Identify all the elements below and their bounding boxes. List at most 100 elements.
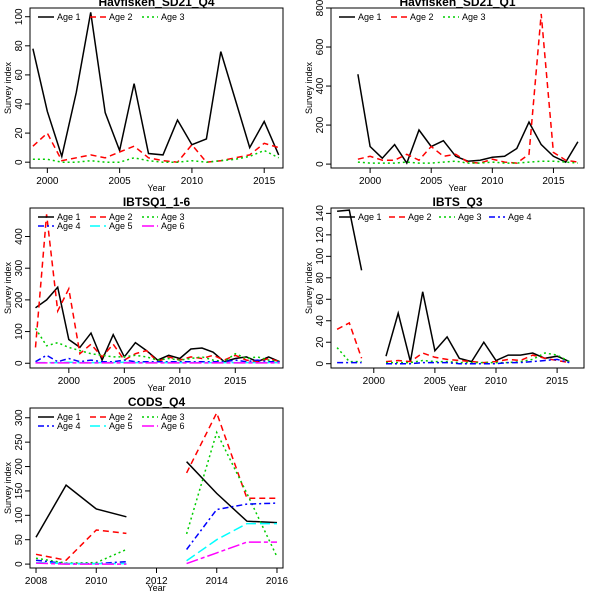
y-tick-label: 200 bbox=[14, 458, 25, 475]
x-tick-label: 2010 bbox=[85, 576, 108, 587]
y-tick-label: 20 bbox=[315, 336, 326, 348]
y-tick-label: 300 bbox=[14, 409, 25, 426]
chart-title: IBTSQ1_1-6 bbox=[123, 195, 191, 209]
panel-ibtsq1-1-6: IBTSQ1_1-6 2000 2005 2010 2015 0 100 200 300 400 Y… bbox=[3, 195, 284, 393]
panel-havfisken-sd21-q1: Havfisken_SD21_Q1 2000 2005 2010 2015 0 200 400… bbox=[304, 0, 585, 193]
y-tick-label: 50 bbox=[14, 534, 25, 546]
legend-label: Age 3 bbox=[161, 412, 185, 422]
legend-label: Age 1 bbox=[57, 412, 81, 422]
x-axis-label: Year bbox=[147, 183, 165, 193]
x-tick-label: 2015 bbox=[542, 176, 565, 187]
series-line-age-3 bbox=[357, 160, 578, 164]
series-line-age-1 bbox=[35, 483, 127, 538]
x-tick-label: 2005 bbox=[420, 176, 443, 187]
legend-label: Age 2 bbox=[109, 412, 133, 422]
series-line-age-4 bbox=[386, 358, 570, 365]
x-tick-label: 2000 bbox=[363, 376, 386, 387]
y-tick-label: 80 bbox=[14, 40, 25, 52]
series-line-age-3 bbox=[32, 149, 280, 163]
legend-label: Age 4 bbox=[508, 212, 532, 222]
legend-label: Age 4 bbox=[57, 421, 81, 431]
series-line-age-3 bbox=[34, 327, 280, 363]
x-tick-label: 2014 bbox=[206, 576, 229, 587]
legend-label: Age 2 bbox=[109, 12, 133, 22]
y-tick-label: 0 bbox=[315, 161, 326, 167]
y-tick-label: 0 bbox=[315, 360, 326, 366]
chart-title: IBTS_Q3 bbox=[432, 195, 482, 209]
legend-label: Age 1 bbox=[57, 12, 81, 22]
panel-ibts-q3: IBTS_Q3 2000 2005 2010 2015 0 20 40 60 80 100 120 14… bbox=[304, 195, 585, 393]
y-tick-label: 200 bbox=[315, 116, 326, 133]
y-tick-label: 60 bbox=[14, 69, 25, 81]
y-tick-label: 80 bbox=[315, 272, 326, 284]
legend-label: Age 2 bbox=[410, 12, 434, 22]
series-line-age-5 bbox=[186, 522, 277, 562]
plot-frame bbox=[330, 7, 585, 169]
y-tick-label: 0 bbox=[14, 360, 25, 366]
x-tick-label: 2008 bbox=[25, 576, 48, 587]
legend-label: Age 3 bbox=[161, 12, 185, 22]
plot-frame bbox=[29, 407, 284, 569]
legend-label: Age 5 bbox=[109, 421, 133, 431]
y-tick-label: 40 bbox=[315, 315, 326, 327]
series-line-age-2 bbox=[32, 131, 279, 163]
series-line-age-3 bbox=[336, 347, 362, 363]
panel-cods-q4: CODS_Q4 2008 2010 2012 2014 2016 0 50 100 150 200 2… bbox=[3, 395, 289, 593]
y-tick-label: 100 bbox=[14, 323, 25, 340]
x-tick-label: 2000 bbox=[359, 176, 382, 187]
x-tick-label: 2015 bbox=[546, 376, 569, 387]
x-tick-label: 2015 bbox=[224, 376, 247, 387]
y-axis-label: Survey index bbox=[3, 261, 13, 314]
y-tick-label: 140 bbox=[315, 205, 326, 222]
x-tick-label: 2000 bbox=[58, 376, 81, 387]
legend-label: Age 6 bbox=[161, 221, 185, 231]
series-line-age-2 bbox=[34, 214, 280, 363]
y-tick-label: 100 bbox=[14, 507, 25, 524]
x-tick-label: 2015 bbox=[253, 176, 276, 187]
y-tick-label: 60 bbox=[315, 293, 326, 305]
chart-title: Havfisken_SD21_Q4 bbox=[98, 0, 214, 9]
x-tick-label: 2000 bbox=[36, 176, 59, 187]
y-tick-label: 200 bbox=[14, 291, 25, 308]
series-line-age-1 bbox=[385, 291, 570, 363]
series-line-age-2 bbox=[185, 410, 277, 499]
legend-label: Age 2 bbox=[408, 212, 432, 222]
x-tick-label: 2005 bbox=[113, 376, 136, 387]
legend-label: Age 1 bbox=[358, 12, 382, 22]
series-line-age-1 bbox=[337, 209, 363, 271]
y-tick-label: 300 bbox=[14, 259, 25, 276]
series-line-age-6 bbox=[35, 562, 127, 565]
y-tick-label: 20 bbox=[14, 127, 25, 139]
y-tick-label: 40 bbox=[14, 98, 25, 110]
y-tick-label: 800 bbox=[315, 0, 326, 16]
y-tick-label: 0 bbox=[14, 159, 25, 165]
y-tick-label: 100 bbox=[315, 248, 326, 265]
plot-frame bbox=[29, 7, 284, 169]
x-tick-label: 2010 bbox=[481, 176, 504, 187]
legend-label: Age 5 bbox=[109, 221, 133, 231]
x-tick-label: 2016 bbox=[266, 576, 289, 587]
series-line-age-3 bbox=[185, 430, 278, 558]
x-axis-label: Year bbox=[147, 583, 165, 593]
x-tick-label: 2010 bbox=[169, 376, 192, 387]
series-line-age-1 bbox=[32, 12, 280, 160]
y-tick-label: 400 bbox=[315, 77, 326, 94]
x-tick-label: 2005 bbox=[109, 176, 132, 187]
series-line-age-4 bbox=[35, 354, 280, 363]
y-tick-label: 100 bbox=[14, 8, 25, 25]
y-tick-label: 250 bbox=[14, 433, 25, 450]
plot-frame bbox=[29, 207, 284, 369]
chart-title: CODS_Q4 bbox=[128, 395, 186, 409]
series-line-age-1 bbox=[35, 285, 280, 363]
y-tick-label: 150 bbox=[14, 482, 25, 499]
series-line-age-3 bbox=[386, 352, 570, 364]
legend-label: Age 3 bbox=[462, 12, 486, 22]
x-axis-label: Year bbox=[448, 383, 466, 393]
legend-label: Age 1 bbox=[57, 212, 81, 222]
legend-label: Age 1 bbox=[358, 212, 382, 222]
y-axis-label: Survey index bbox=[304, 261, 314, 314]
legend-label: Age 2 bbox=[109, 212, 133, 222]
x-tick-label: 2010 bbox=[485, 376, 508, 387]
y-axis-label: Survey index bbox=[3, 461, 13, 514]
